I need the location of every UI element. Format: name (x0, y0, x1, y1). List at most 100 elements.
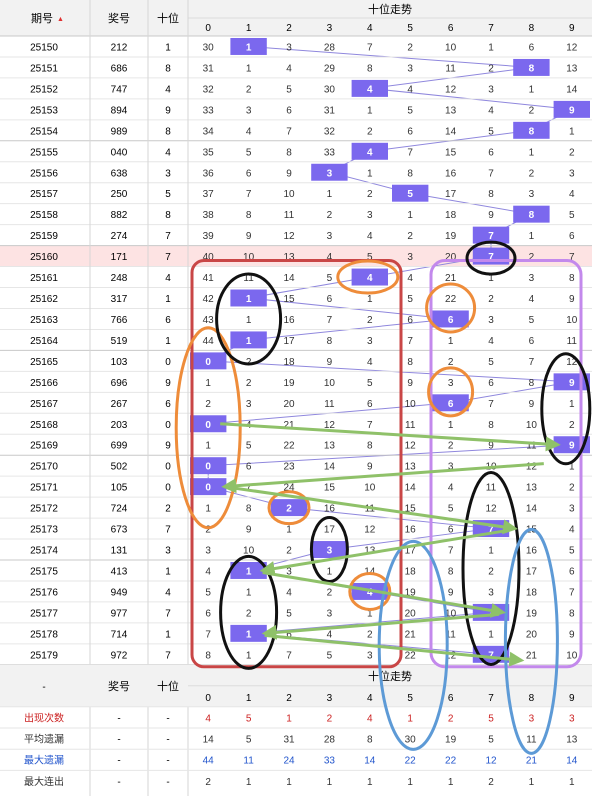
table-row (0, 350, 592, 372)
miss-value: 5 (286, 84, 292, 95)
stats-value: 1 (529, 777, 535, 788)
miss-value: 4 (529, 294, 535, 305)
miss-value: 10 (445, 608, 457, 619)
miss-value: 22 (283, 441, 295, 452)
miss-value: 7 (367, 420, 373, 431)
miss-value: 1 (407, 210, 413, 221)
miss-value: 10 (566, 650, 578, 661)
miss-value: 10 (405, 399, 417, 410)
table-row (0, 622, 592, 644)
table-row (0, 371, 592, 393)
row-issue: 25177 (30, 608, 58, 619)
miss-value: 12 (526, 462, 538, 473)
miss-value: 2 (529, 168, 535, 179)
row-tens: 7 (165, 252, 171, 263)
row-tens: 1 (165, 629, 171, 640)
miss-value: 10 (243, 252, 255, 263)
stats-value: 2 (205, 777, 211, 788)
miss-value: 6 (569, 567, 575, 578)
miss-value: 2 (246, 378, 252, 389)
stats-value: 5 (488, 713, 494, 724)
row-tens: 1 (165, 336, 171, 347)
table-row (0, 77, 592, 99)
miss-value: 11 (445, 629, 456, 640)
miss-value: 1 (488, 546, 494, 557)
miss-value: 8 (327, 336, 333, 347)
miss-value: 17 (324, 525, 336, 536)
miss-value: 9 (488, 210, 494, 221)
hit-value: 9 (569, 441, 575, 452)
miss-value: 1 (488, 629, 494, 640)
miss-value: 12 (445, 84, 457, 95)
miss-value: 35 (203, 147, 215, 158)
miss-value: 8 (488, 420, 494, 431)
header-issue: 期号 (31, 12, 53, 25)
stats-value: 11 (243, 756, 254, 767)
row-prize: 638 (111, 168, 128, 179)
miss-value: 6 (569, 231, 575, 242)
miss-value: 10 (324, 378, 336, 389)
miss-value: 9 (407, 378, 413, 389)
row-issue: 25178 (30, 629, 58, 640)
miss-value: 1 (205, 504, 211, 515)
miss-value: 13 (324, 441, 336, 452)
miss-value: 8 (205, 650, 211, 661)
row-issue: 25153 (30, 105, 58, 116)
miss-value: 31 (324, 105, 336, 116)
miss-value: 9 (569, 629, 575, 640)
row-issue: 25170 (30, 462, 58, 473)
stats-value: 3 (569, 713, 575, 724)
miss-value: 6 (286, 629, 292, 640)
header-prize: 奖号 (108, 11, 130, 25)
miss-value: 5 (246, 147, 252, 158)
row-tens: 7 (165, 231, 171, 242)
miss-value: 12 (566, 357, 578, 368)
miss-value: 8 (246, 210, 252, 221)
miss-value: 3 (488, 84, 494, 95)
row-prize: 212 (111, 43, 128, 54)
row-prize: 250 (111, 189, 128, 200)
miss-value: 17 (283, 336, 295, 347)
miss-value: 1 (569, 126, 575, 137)
table-row (0, 119, 592, 141)
miss-value: 16 (405, 525, 417, 536)
miss-value: 13 (405, 462, 417, 473)
row-prize: 673 (111, 525, 128, 536)
hit-value: 8 (529, 126, 535, 137)
row-issue: 25173 (30, 525, 58, 536)
miss-value: 24 (283, 483, 295, 494)
miss-value: 15 (405, 504, 417, 515)
miss-value: 8 (286, 147, 292, 158)
miss-value: 10 (526, 420, 538, 431)
row-prize: 502 (111, 462, 128, 473)
miss-value: 7 (448, 546, 454, 557)
miss-value: 4 (407, 273, 413, 284)
miss-value: 6 (286, 105, 292, 116)
table-row (0, 203, 592, 225)
hit-cell (311, 163, 348, 181)
miss-value: 21 (405, 629, 417, 640)
row-issue: 25176 (30, 587, 58, 598)
stats-label: 最大遗漏 (24, 754, 64, 767)
miss-value: 1 (205, 378, 211, 389)
stats-value: 28 (324, 735, 336, 746)
miss-value: 11 (324, 399, 335, 410)
table-row (0, 560, 592, 581)
row-issue: 25151 (30, 63, 58, 74)
miss-value: 6 (529, 43, 535, 54)
miss-value: 3 (448, 462, 454, 473)
miss-value: 3 (286, 43, 292, 54)
row-issue: 25161 (30, 273, 58, 284)
stats-value: 12 (485, 756, 497, 767)
miss-value: 9 (246, 525, 252, 536)
miss-value: 1 (448, 420, 454, 431)
row-prize: 274 (111, 231, 128, 242)
miss-value: 43 (203, 315, 215, 326)
row-prize: 724 (111, 504, 128, 515)
miss-value: 9 (246, 231, 252, 242)
row-prize: 040 (111, 147, 128, 158)
row-prize: 317 (111, 294, 128, 305)
miss-value: 7 (286, 650, 292, 661)
row-issue: 25165 (30, 357, 58, 368)
miss-value: 11 (567, 336, 578, 347)
